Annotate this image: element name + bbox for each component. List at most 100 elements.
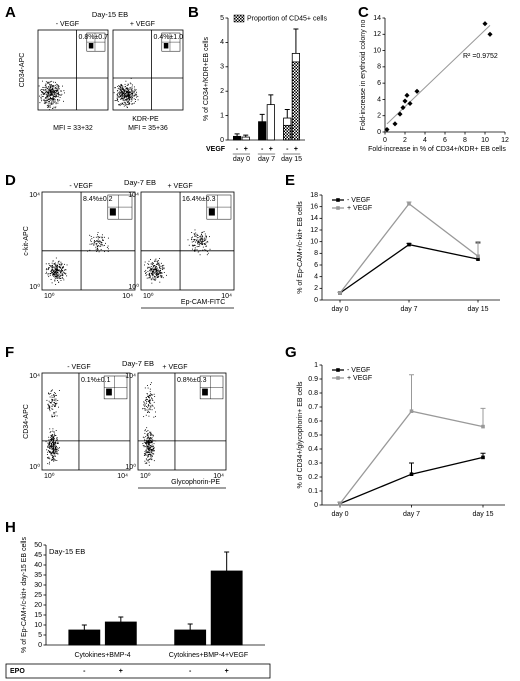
flow-dot: [100, 245, 102, 247]
flow-dot: [188, 244, 190, 246]
flow-dot: [150, 266, 152, 268]
flow-dot: [51, 435, 53, 437]
flow-dot: [51, 85, 53, 87]
flow-dot: [132, 95, 134, 97]
flow-dot: [45, 87, 47, 88]
flow-dot: [52, 459, 54, 461]
x-tick-label: day 7: [400, 306, 417, 313]
flow-dot: [124, 83, 126, 85]
flow-dot: [147, 452, 149, 454]
flow-dot: [126, 100, 128, 102]
flow-dot: [40, 94, 42, 96]
flow-dot: [142, 445, 144, 447]
flow-dot: [120, 95, 122, 97]
flow-dot: [62, 265, 64, 267]
flow-dot: [149, 399, 151, 401]
quadrant-percent: 0.1%±0.1: [81, 377, 111, 384]
flow-dot: [128, 90, 130, 92]
flow-dot: [120, 98, 122, 100]
group-label: Cytokines+BMP-4+VEGF: [169, 652, 248, 659]
flow-dot: [120, 91, 122, 93]
legend-marker: [336, 368, 340, 372]
flow-dot: [58, 88, 60, 89]
flow-dot: [47, 268, 49, 270]
flow-dot: [155, 267, 156, 269]
flow-dot: [129, 97, 130, 99]
flow-dot: [52, 91, 54, 93]
flow-dot: [44, 103, 46, 105]
y-tick-label: 5: [38, 632, 42, 639]
flow-dot: [51, 282, 53, 284]
flow-dot: [57, 100, 59, 102]
y-tick-label: 0.2: [308, 474, 318, 481]
flow-dot: [131, 96, 133, 98]
flow-dot: [144, 450, 146, 452]
flow-dot: [57, 99, 59, 100]
flow-dot: [54, 264, 56, 266]
flow-dot: [151, 409, 153, 411]
flow-dot: [40, 100, 42, 102]
flow-dot: [144, 261, 146, 263]
flow-dot: [131, 93, 133, 95]
flow-dot: [148, 439, 149, 441]
flow-dot: [195, 235, 197, 237]
flow-dot: [146, 454, 148, 456]
flow-dot: [48, 82, 50, 84]
flow-dot: [47, 98, 49, 100]
flow-dot: [51, 270, 53, 272]
flow-dot: [49, 265, 51, 266]
flow-dot: [53, 392, 55, 394]
flow-dot: [121, 94, 123, 96]
flow-dot: [132, 103, 134, 105]
flow-dot: [41, 91, 43, 93]
flow-dot: [51, 269, 53, 271]
flow-dot: [205, 243, 207, 245]
flow-dot: [149, 277, 151, 279]
flow-dot: [64, 269, 66, 271]
flow-dot: [160, 262, 162, 264]
flow-dot: [202, 231, 204, 233]
flow-dot: [125, 93, 127, 95]
flow-dot: [151, 458, 153, 460]
flow-dot: [48, 267, 50, 269]
flow-dot: [126, 95, 128, 96]
flow-dot: [135, 89, 137, 91]
flow-dot: [149, 447, 151, 449]
flow-dot: [154, 278, 156, 280]
flow-dot: [201, 236, 203, 238]
flow-dot: [125, 87, 127, 89]
flow-dot: [52, 437, 54, 439]
condition-label: + VEGF: [162, 364, 187, 371]
flow-dot: [54, 451, 56, 453]
flow-dot: [130, 87, 132, 89]
y-axis-label: CD34-APC: [23, 404, 30, 439]
flow-dot: [155, 266, 157, 268]
flow-dot: [147, 455, 149, 457]
flow-dot: [149, 400, 151, 402]
flow-dot: [98, 236, 100, 238]
y-tick-label: 10: [310, 239, 318, 246]
flow-dot: [142, 443, 144, 445]
flow-dot: [128, 93, 130, 95]
flow-dot: [40, 97, 42, 99]
flow-dot: [191, 244, 193, 246]
flow-dot: [150, 446, 152, 448]
axis-tick-label: 10⁰: [128, 283, 139, 291]
x-axis-label: EPO: [10, 668, 25, 675]
flow-dot: [53, 95, 55, 97]
flow-dot: [124, 103, 126, 105]
flow-dot: [61, 267, 63, 269]
flow-dot: [60, 95, 62, 96]
flow-dot: [53, 438, 55, 440]
flow-dot: [66, 275, 68, 277]
flow-dot: [152, 271, 154, 273]
flow-dot: [53, 86, 55, 88]
flow-dot: [144, 460, 146, 462]
flow-dot: [136, 94, 138, 96]
flow-dot: [54, 279, 56, 281]
flow-dot: [151, 449, 153, 451]
flow-dot: [49, 102, 51, 104]
flow-dot: [57, 400, 59, 401]
flow-dot: [54, 280, 56, 282]
flow-dot: [196, 237, 198, 239]
